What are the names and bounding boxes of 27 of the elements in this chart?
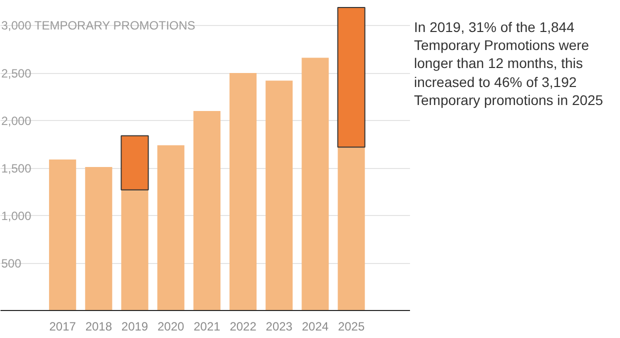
x-tick-label: 2017 xyxy=(49,320,76,334)
bar xyxy=(193,111,220,310)
x-tick-label: 2019 xyxy=(121,320,148,334)
text: In 2019, 31% of the 1,844 Temporary Promotions were longer than 12 months, this increased to 46% of 3,192 Temporary promotions in 2025 xyxy=(414,18,604,109)
text: 2,500 xyxy=(1,66,32,80)
bar xyxy=(121,190,148,310)
bar xyxy=(120,135,149,190)
bar xyxy=(338,147,365,310)
bar xyxy=(230,73,257,310)
y-tick-label: 500 xyxy=(1,256,22,270)
x-tick-label: 2021 xyxy=(194,320,221,334)
text: 1,500 xyxy=(1,162,32,176)
x-tick-label: 2025 xyxy=(338,320,365,334)
x-tick-label: 2020 xyxy=(158,320,185,334)
y-tick-label: 3,000 TEMPORARY PROMOTIONS xyxy=(1,18,196,32)
x-tick-label: 2022 xyxy=(230,320,257,334)
bar xyxy=(157,145,184,310)
bar xyxy=(85,167,112,310)
text: 1,000 xyxy=(1,209,32,223)
bar xyxy=(337,6,366,148)
bar xyxy=(49,159,76,310)
bar xyxy=(302,58,329,310)
text: 2,000 xyxy=(1,114,32,128)
x-tick-label: 2023 xyxy=(266,320,293,334)
x-tick-label: 2024 xyxy=(302,320,329,334)
x-tick-label: 2018 xyxy=(85,320,112,334)
bar xyxy=(266,80,293,310)
